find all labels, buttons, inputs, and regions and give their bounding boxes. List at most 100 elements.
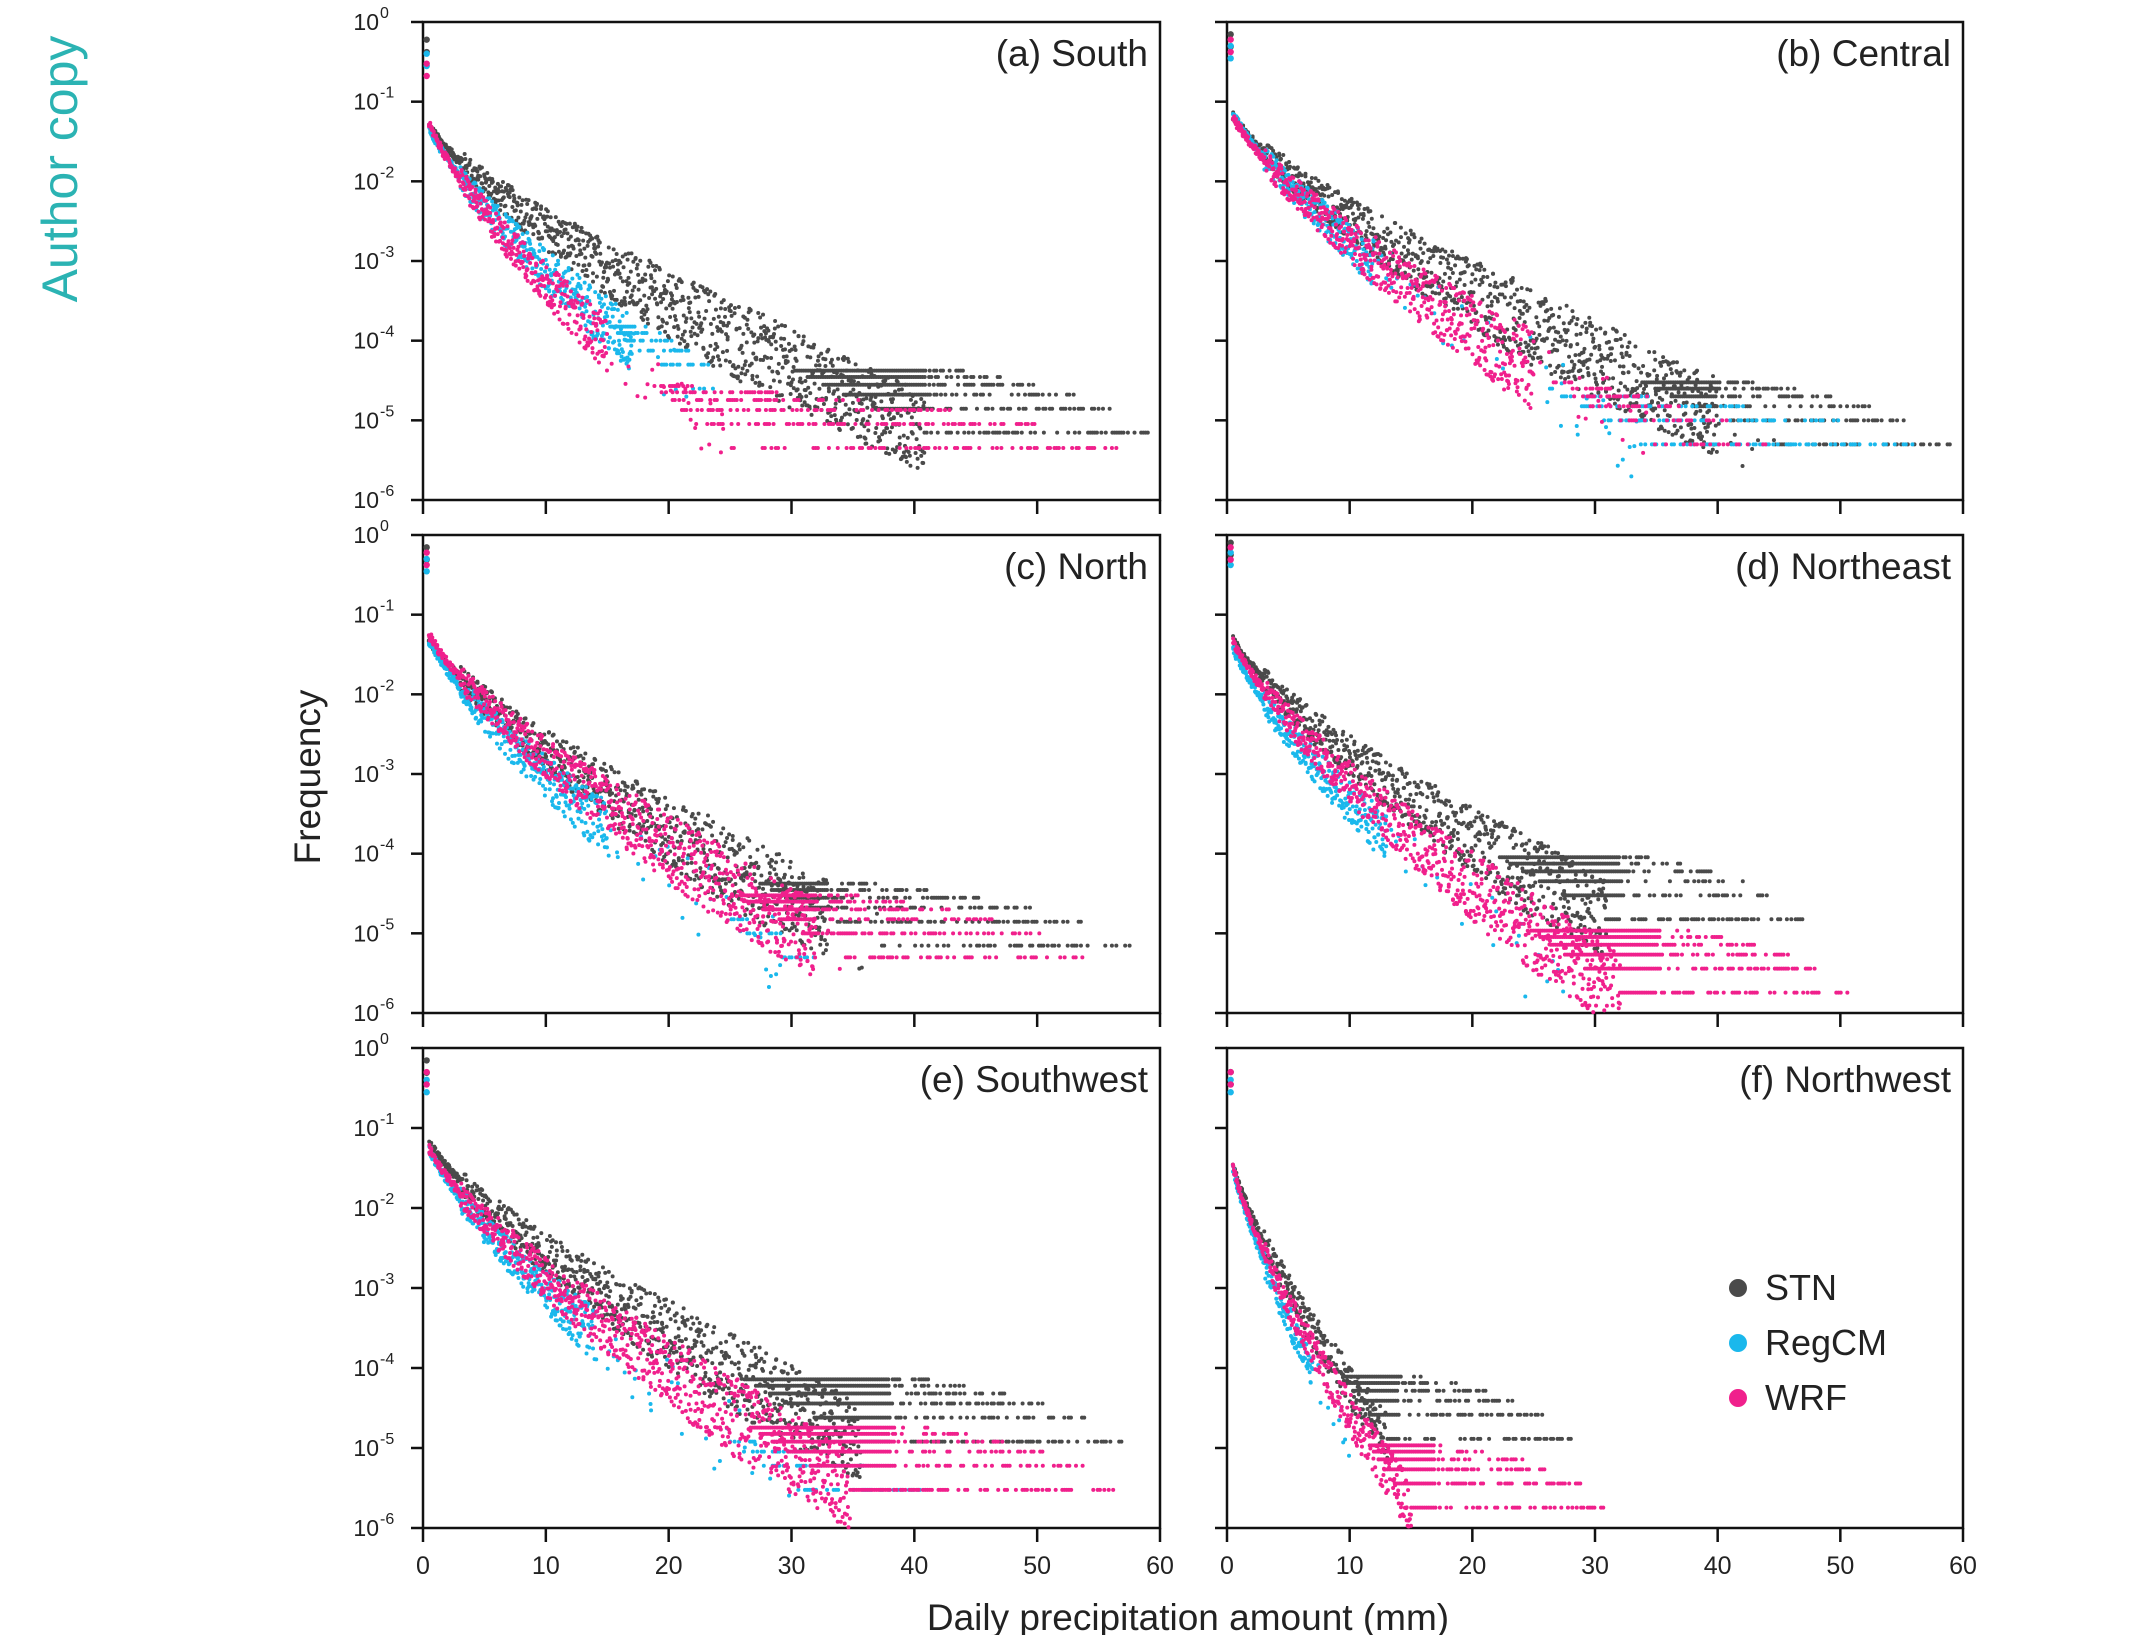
data-point (784, 354, 789, 359)
data-point (1515, 378, 1520, 383)
data-point (537, 242, 542, 247)
data-point (730, 390, 735, 395)
data-point (585, 294, 590, 299)
data-point (1556, 363, 1561, 368)
data-point (1455, 306, 1460, 311)
data-point (1528, 288, 1533, 293)
data-point (923, 368, 928, 373)
data-point (1394, 290, 1399, 295)
data-point (514, 218, 519, 223)
data-point (713, 307, 718, 312)
data-point (990, 445, 995, 450)
data-point (650, 292, 655, 297)
data-point (677, 341, 682, 346)
data-point (755, 339, 760, 344)
data-point (1682, 368, 1687, 373)
data-point (1625, 345, 1630, 350)
data-point (817, 386, 822, 391)
data-point (723, 358, 728, 363)
data-point (930, 421, 935, 426)
data-point (709, 358, 714, 363)
data-point (473, 181, 478, 186)
data-point (1544, 365, 1549, 370)
data-point (1473, 277, 1478, 282)
data-point (623, 302, 628, 307)
data-point (1824, 442, 1829, 447)
data-point (462, 151, 467, 156)
data-point (756, 310, 761, 315)
data-point (800, 421, 805, 426)
data-point (577, 306, 582, 311)
data-point (1482, 349, 1487, 354)
data-point (854, 407, 859, 412)
data-point (1032, 421, 1037, 426)
data-point (1077, 430, 1082, 435)
data-point (1471, 318, 1476, 323)
data-point (669, 338, 674, 343)
data-point (1362, 272, 1367, 277)
data-point (1344, 218, 1349, 223)
data-point (1399, 285, 1404, 290)
data-point (715, 325, 720, 330)
data-point (1503, 280, 1508, 285)
data-point (623, 252, 628, 257)
data-point (1279, 166, 1284, 171)
data-point (823, 357, 828, 362)
data-point (1408, 309, 1413, 314)
data-point (746, 326, 751, 331)
data-point (715, 354, 720, 359)
data-point (845, 422, 850, 427)
data-point (1443, 296, 1448, 301)
data-point (768, 385, 773, 390)
data-point (1683, 411, 1688, 416)
data-point (1393, 221, 1398, 226)
data-point (523, 215, 528, 220)
data-point (1503, 362, 1508, 367)
data-point (1393, 271, 1398, 276)
data-point (540, 258, 545, 263)
data-point (864, 441, 869, 446)
data-point (1713, 394, 1718, 399)
data-point (501, 195, 506, 200)
data-point (490, 179, 495, 184)
data-point (584, 327, 589, 332)
data-point (579, 225, 584, 230)
data-point (545, 229, 550, 234)
data-point (545, 209, 550, 214)
data-point (1008, 406, 1013, 411)
data-point (927, 368, 932, 373)
data-point (927, 392, 932, 397)
data-point (725, 348, 730, 353)
data-point (1307, 211, 1312, 216)
data-point (1026, 382, 1031, 387)
data-point (890, 447, 895, 452)
data-point (598, 251, 603, 256)
data-point (922, 450, 927, 455)
data-point (1406, 251, 1411, 256)
data-point (1443, 309, 1448, 314)
data-point (527, 220, 532, 225)
data-point (728, 303, 733, 308)
data-point (663, 329, 668, 334)
data-point (988, 421, 993, 426)
data-point (1384, 238, 1389, 243)
data-point (626, 275, 631, 280)
data-point (1485, 304, 1490, 309)
data-point (631, 338, 636, 343)
data-point (915, 465, 920, 470)
data-point (781, 407, 786, 412)
data-point (1267, 164, 1272, 169)
data-point (1612, 358, 1617, 363)
data-point (515, 233, 520, 238)
data-point (1664, 373, 1669, 378)
data-point (1388, 230, 1393, 235)
data-point (686, 306, 691, 311)
data-point (520, 198, 525, 203)
data-point (1459, 339, 1464, 344)
data-point (1434, 318, 1439, 323)
data-point (907, 453, 912, 458)
data-point (567, 221, 572, 226)
data-point (752, 332, 757, 337)
data-point (1463, 339, 1468, 344)
data-point (1361, 268, 1366, 273)
